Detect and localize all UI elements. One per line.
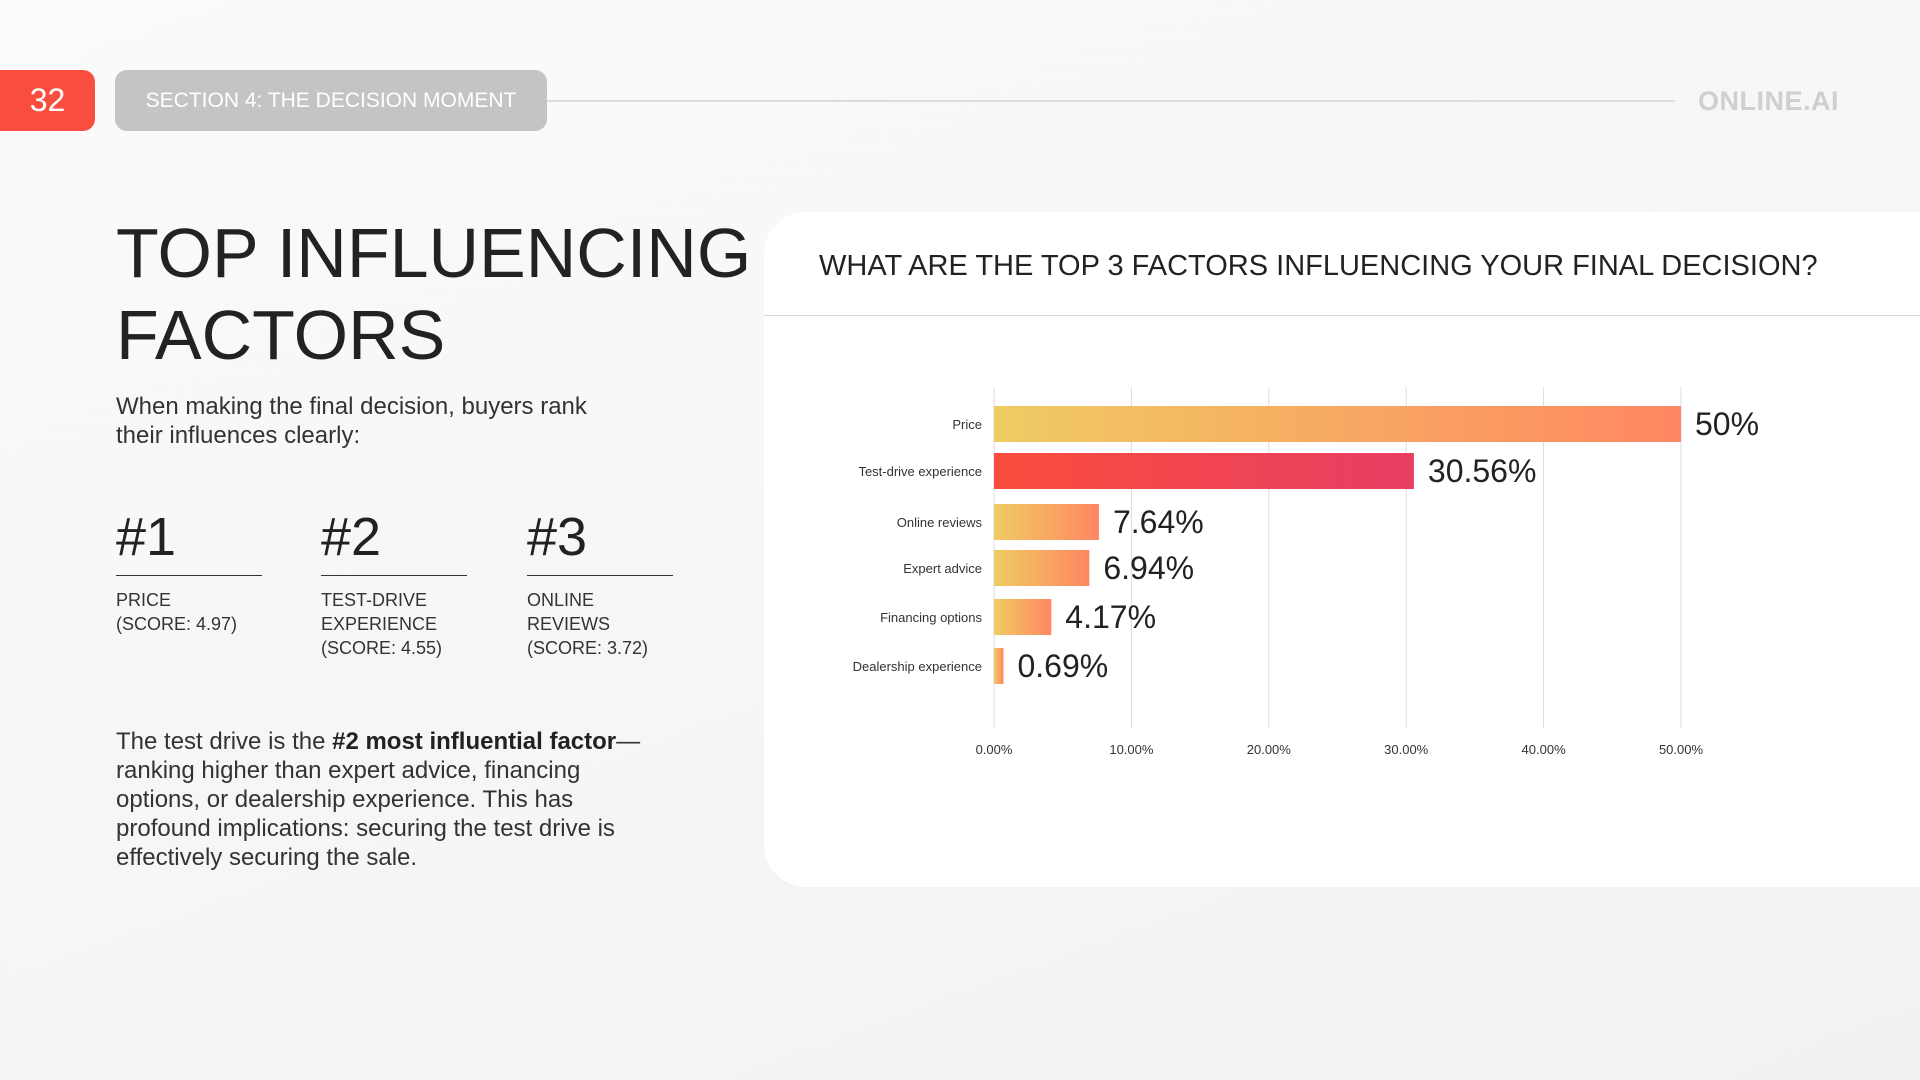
bar (994, 599, 1052, 635)
x-tick-label: 10.00% (1109, 742, 1154, 757)
rank-3: #3 ONLINE REVIEWS (SCORE: 3.72) (527, 505, 673, 660)
category-label: Financing options (880, 610, 982, 625)
bar (994, 550, 1090, 586)
category-label: Dealership experience (853, 659, 982, 674)
section-label: SECTION 4: THE DECISION MOMENT (115, 70, 547, 131)
data-label: 4.17% (1065, 599, 1156, 635)
para-emphasis: #2 most influential factor (332, 728, 617, 755)
bar (994, 453, 1414, 489)
rank-label: TEST-DRIVE EXPERIENCE (SCORE: 4.55) (321, 590, 443, 658)
category-label: Test-drive experience (858, 464, 982, 479)
rank-label: ONLINE REVIEWS (SCORE: 3.72) (527, 590, 649, 658)
body-paragraph: The test drive is the #2 most influentia… (116, 727, 646, 872)
rank-number: #1 (116, 507, 177, 567)
category-label: Price (952, 417, 982, 432)
x-tick-label: 50.00% (1659, 742, 1704, 757)
x-tick-label: 30.00% (1384, 742, 1429, 757)
rank-1: #1 PRICE (SCORE: 4.97) (116, 505, 262, 636)
x-tick-label: 20.00% (1247, 742, 1292, 757)
chart-title: WHAT ARE THE TOP 3 FACTORS INFLUENCING Y… (819, 250, 1818, 282)
card-divider (764, 315, 1920, 316)
rank-2: #2 TEST-DRIVE EXPERIENCE (SCORE: 4.55) (321, 505, 467, 660)
category-label: Expert advice (903, 561, 982, 576)
x-tick-label: 40.00% (1522, 742, 1567, 757)
data-label: 6.94% (1103, 550, 1194, 586)
category-label: Online reviews (897, 515, 983, 530)
x-tick-label: 0.00% (976, 742, 1013, 757)
title-line-2: FACTORS (116, 296, 446, 374)
rank-divider (321, 575, 467, 576)
bar (994, 406, 1681, 442)
rank-number: #2 (321, 507, 382, 567)
header-divider (547, 100, 1675, 102)
para-text: The test drive is the (116, 728, 333, 755)
bar (994, 504, 1099, 540)
data-label: 7.64% (1113, 504, 1204, 540)
chart-card: WHAT ARE THE TOP 3 FACTORS INFLUENCING Y… (764, 212, 1920, 887)
rank-label: PRICE (SCORE: 4.97) (116, 590, 238, 634)
para-text: —ranking higher than expert advice, fina… (116, 728, 641, 871)
logo: ONLINE.AI (1698, 86, 1840, 116)
title-line-1: TOP INFLUENCING (116, 214, 752, 292)
page-number: 32 (0, 70, 95, 131)
bar (994, 648, 1004, 684)
rank-divider (116, 575, 262, 576)
data-label: 50% (1695, 406, 1759, 442)
data-label: 0.69% (1017, 648, 1108, 684)
subtitle: When making the final decision, buyers r… (116, 393, 587, 449)
rank-number: #3 (527, 507, 588, 567)
rank-divider (527, 575, 673, 576)
page-title: TOP INFLUENCING FACTORS (116, 212, 751, 376)
data-label: 30.56% (1428, 453, 1537, 489)
